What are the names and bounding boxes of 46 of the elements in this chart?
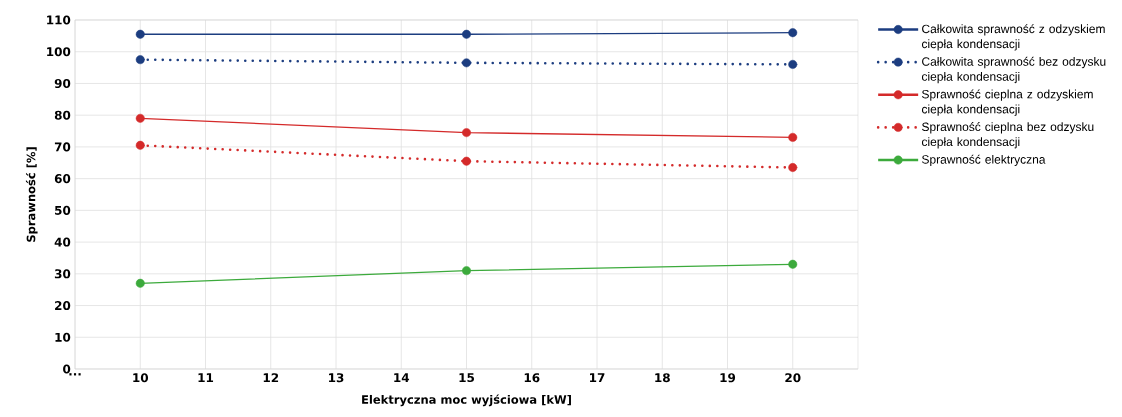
point bbox=[135, 55, 145, 65]
x-tick-label: 19 bbox=[720, 373, 736, 383]
y-tick-label: 50 bbox=[55, 205, 71, 215]
x-tick-label: 13 bbox=[329, 373, 344, 383]
y-tick-label: 60 bbox=[54, 174, 71, 184]
y-tick-label: 40 bbox=[54, 237, 71, 247]
legend-label: Całkowita sprawność bez odzysku ciepła kondensacji bbox=[921, 56, 1106, 84]
x-tick-label: 15 bbox=[459, 373, 475, 383]
x-tick-label: 18 bbox=[655, 373, 670, 383]
x-tick-label: 11 bbox=[198, 373, 214, 382]
legend-label: Całkowita sprawność z odzyskiem ciepła kondensacji bbox=[921, 24, 1105, 51]
point bbox=[135, 29, 145, 39]
point bbox=[788, 163, 798, 172]
legend-label: Sprawność cieplna bez odzysku ciepła kondensacji bbox=[921, 122, 1094, 149]
x-tick-label: 16 bbox=[524, 373, 540, 383]
x-tick-label: 17 bbox=[590, 373, 605, 382]
y-axis-title: Sprawność [%] bbox=[25, 147, 38, 242]
y-tick-label: 20 bbox=[55, 300, 71, 311]
x-tick-label: 10 bbox=[133, 373, 149, 383]
point bbox=[135, 113, 145, 123]
point bbox=[462, 156, 471, 166]
x-tick-label: 12 bbox=[263, 373, 279, 383]
y-tick-label: 110 bbox=[47, 15, 71, 25]
point bbox=[462, 128, 471, 138]
point bbox=[462, 58, 471, 68]
x-axis-title: Elektryczna moc wyjściowa [kW] bbox=[362, 394, 571, 407]
x-tick-label: ... bbox=[69, 373, 81, 376]
y-tick-label: 30 bbox=[54, 269, 71, 279]
point bbox=[135, 278, 145, 288]
y-tick-label: 0 bbox=[63, 364, 71, 374]
y-tick-label: 80 bbox=[54, 110, 71, 120]
x-tick-label: 20 bbox=[785, 373, 801, 383]
y-tick-label: 90 bbox=[54, 78, 71, 88]
point bbox=[788, 132, 798, 142]
y-tick-label: 70 bbox=[54, 142, 71, 152]
point bbox=[788, 59, 798, 69]
legend-label: Sprawność elektryczna bbox=[922, 154, 1046, 167]
point bbox=[462, 29, 471, 39]
point bbox=[788, 259, 798, 269]
y-tick-label: 10 bbox=[55, 332, 71, 342]
point bbox=[462, 266, 471, 276]
y-tick-label: 100 bbox=[47, 47, 71, 57]
legend-label: Sprawność cieplna z odzyskiem ciepła kondensacji bbox=[921, 89, 1093, 116]
x-tick-label: 14 bbox=[394, 373, 410, 382]
point bbox=[788, 28, 798, 38]
point bbox=[135, 140, 145, 150]
